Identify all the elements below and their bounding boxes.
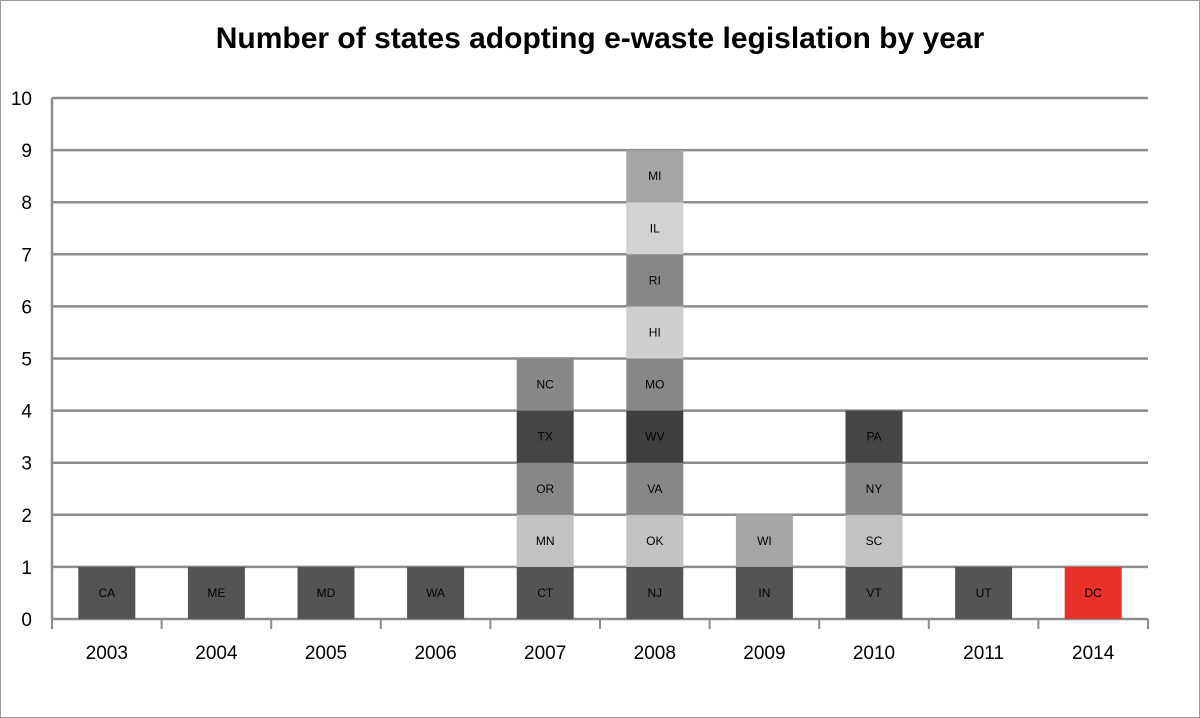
y-tick-label: 10: [11, 89, 32, 110]
y-tick-label: 3: [21, 454, 32, 475]
bar-segment-label: MD: [317, 586, 336, 600]
bar-segment-label: WV: [645, 430, 664, 444]
bar-segment-label: WI: [757, 534, 772, 548]
bar-segment-label: NY: [866, 482, 883, 496]
bar-segment: [626, 358, 684, 411]
x-tick-label: 2010: [853, 643, 895, 664]
chart-title: Number of states adopting e-waste legisl…: [215, 22, 985, 55]
bar-segment: [845, 410, 903, 463]
bar-segment: [955, 566, 1013, 619]
bar-segment: [516, 358, 574, 411]
bar-segment-label: OR: [536, 482, 554, 496]
bar-segment-label: ME: [207, 586, 225, 600]
bar-segment: [626, 410, 684, 463]
bar-segment: [516, 410, 574, 463]
bar-segment: [845, 566, 903, 619]
bar-segment: [78, 566, 136, 619]
bar-segment: [626, 150, 684, 203]
bar-segment: [1064, 566, 1122, 619]
bar-segment-label: VT: [866, 586, 882, 600]
bar-segment-label: MO: [645, 378, 664, 392]
bar-segment: [516, 462, 574, 515]
y-tick-label: 2: [21, 506, 32, 527]
y-tick-label: 1: [21, 558, 32, 579]
bar-segment-label: MN: [536, 534, 555, 548]
y-tick-label: 0: [21, 610, 32, 631]
bar-segment-label: RI: [649, 273, 661, 287]
bar-segment: [407, 566, 465, 619]
x-tick-label: 2014: [1072, 643, 1115, 664]
bar-segment: [845, 514, 903, 567]
bar-segment-label: PA: [866, 430, 881, 444]
bar-segment: [845, 462, 903, 515]
bar-segment-label: NC: [537, 378, 555, 392]
bar-segment: [626, 514, 684, 567]
x-tick-label: 2003: [86, 643, 128, 664]
bar-segment: [626, 306, 684, 359]
bar-segment: [626, 566, 684, 619]
x-tick-label: 2007: [524, 643, 566, 664]
bar-segment: [297, 566, 355, 619]
x-tick-label: 2004: [195, 643, 238, 664]
bar-segment-label: HI: [649, 325, 661, 339]
bar-segment-label: IN: [758, 586, 770, 600]
bar-segment: [626, 202, 684, 255]
bar-segment-label: IL: [650, 221, 660, 235]
bar-segment: [626, 462, 684, 515]
bar-segment-label: SC: [866, 534, 883, 548]
bar-segment-label: OK: [646, 534, 663, 548]
bar-segment: [735, 566, 793, 619]
bar-segment-label: UT: [976, 586, 993, 600]
y-tick-label: 4: [21, 402, 32, 423]
x-tick-label: 2011: [963, 643, 1004, 664]
bar-segment: [735, 514, 793, 567]
bar-segment-label: NJ: [647, 586, 662, 600]
bar-segment-label: VA: [647, 482, 662, 496]
y-tick-label: 8: [21, 193, 32, 214]
y-tick-label: 5: [21, 350, 32, 371]
bar-segment-label: DC: [1085, 586, 1103, 600]
bar-segment-label: CA: [98, 586, 115, 600]
x-tick-label: 2009: [743, 643, 785, 664]
bar-segment-label: CT: [537, 586, 554, 600]
y-tick-label: 9: [21, 141, 32, 162]
bar-segment: [516, 514, 574, 567]
bar-segment: [187, 566, 245, 619]
y-tick-label: 7: [21, 245, 32, 266]
bar-segment-label: MI: [648, 169, 661, 183]
bar-segment: [516, 566, 574, 619]
bar-segment: [626, 254, 684, 307]
y-tick-label: 6: [21, 297, 32, 318]
x-tick-label: 2006: [414, 643, 456, 664]
x-tick-label: 2008: [634, 643, 676, 664]
x-tick-label: 2005: [305, 643, 347, 664]
bar-segment-label: WA: [426, 586, 445, 600]
bar-segment-label: TX: [538, 430, 553, 444]
